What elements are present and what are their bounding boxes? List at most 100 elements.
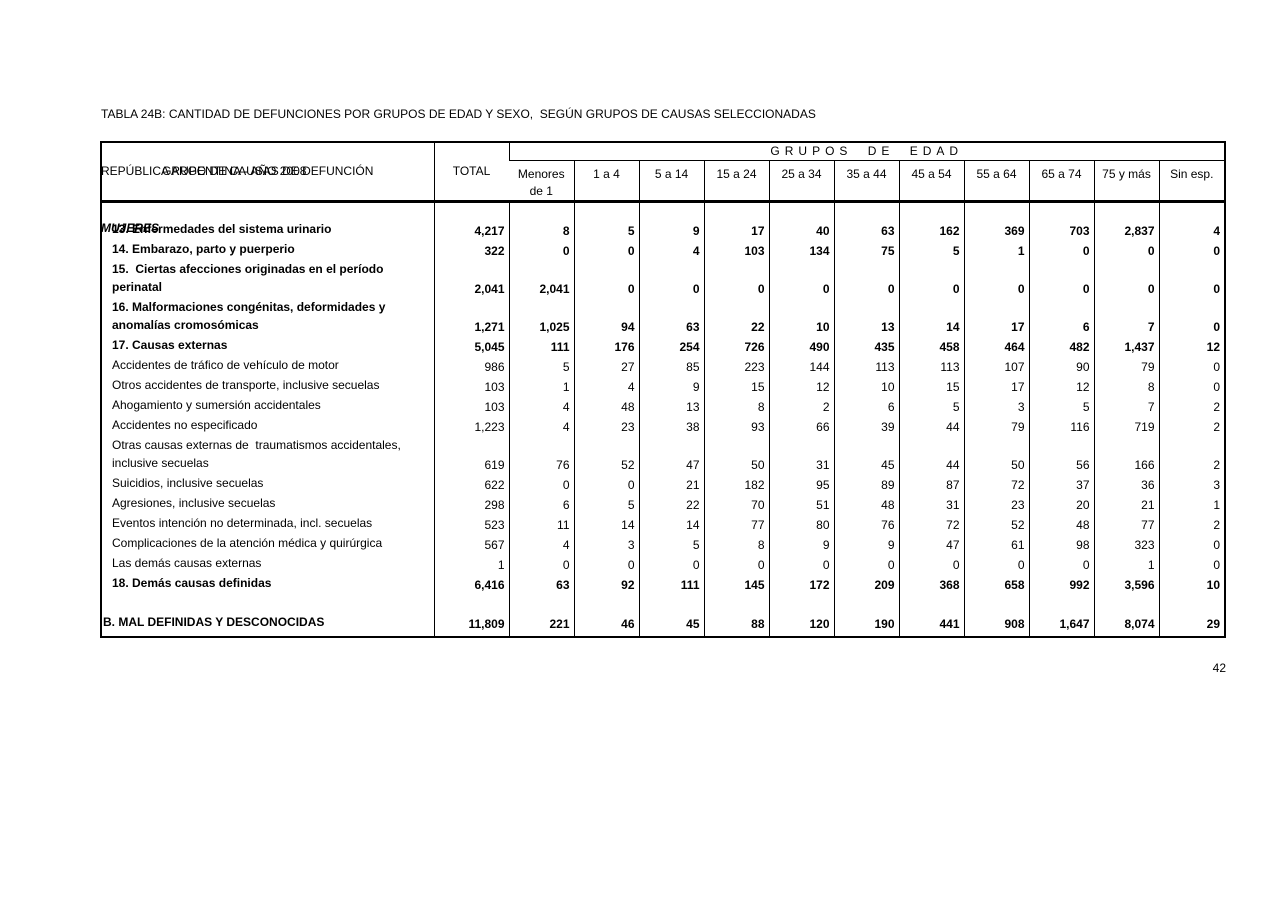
table-row: 13. Enfermedades del sistema urinario 4,2…	[101, 220, 1225, 240]
age-column-header: 35 a 44	[833, 160, 899, 203]
value-cell: 6	[1028, 298, 1094, 336]
value-cell: 46	[573, 613, 639, 633]
table-title: TABLA 24B: CANTIDAD DE DEFUNCIONES POR G…	[101, 107, 816, 121]
title-block: TABLA 24B: CANTIDAD DE DEFUNCIONES POR G…	[101, 67, 816, 276]
causes-column-header: GRUPO DE CAUSAS DE DEFUNCIÓN	[101, 142, 434, 203]
table-row: 16. Malformaciones congénitas, deformida…	[101, 298, 1225, 336]
value-cell: 1	[508, 376, 574, 396]
value-cell: 523	[433, 514, 509, 534]
total-column-header: TOTAL	[433, 142, 509, 203]
value-cell: 31	[898, 494, 964, 514]
value-cell: 0	[573, 240, 639, 260]
cause-label: 15. Ciertas afecciones originadas en el …	[112, 262, 384, 294]
value-cell: 1	[1093, 554, 1159, 574]
value-cell: 21	[638, 474, 704, 494]
value-cell: 7	[1093, 396, 1159, 416]
cause-label: Complicaciones de la atención médica y q…	[112, 536, 383, 550]
value-cell	[898, 594, 964, 613]
value-cell: 14	[638, 514, 704, 534]
spacer-row	[101, 201, 1225, 220]
table-row: Otras causas externas de traumatismos ac…	[101, 436, 1225, 474]
age-column-header: 45 a 54	[898, 160, 964, 203]
value-cell: 48	[1028, 514, 1094, 534]
table-row: B. MAL DEFINIDAS Y DESCONOCIDAS 11,809 221…	[101, 613, 1225, 633]
value-cell: 0	[1158, 356, 1225, 376]
value-cell: 1,271	[433, 298, 509, 336]
value-cell: 182	[703, 474, 769, 494]
value-cell: 0	[833, 554, 899, 574]
value-cell: 0	[898, 554, 964, 574]
value-cell: 13	[638, 396, 704, 416]
value-cell: 5	[573, 220, 639, 240]
value-cell	[1028, 594, 1094, 613]
value-cell: 94	[573, 298, 639, 336]
value-cell: 0	[1158, 554, 1225, 574]
value-cell: 95	[768, 474, 834, 494]
value-cell: 12	[1158, 336, 1225, 356]
value-cell	[833, 201, 899, 220]
value-cell	[1093, 594, 1159, 613]
value-cell: 0	[768, 260, 834, 298]
value-cell: 166	[1093, 436, 1159, 474]
value-cell: 190	[833, 613, 899, 633]
value-cell: 464	[963, 336, 1029, 356]
value-cell	[1158, 633, 1225, 637]
value-cell: 0	[1158, 260, 1225, 298]
value-cell	[1158, 201, 1225, 220]
filler-row	[101, 633, 1225, 637]
value-cell: 8	[703, 534, 769, 554]
value-cell: 0	[573, 260, 639, 298]
value-cell: 134	[768, 240, 834, 260]
value-cell: 75	[833, 240, 899, 260]
value-cell: 5	[898, 396, 964, 416]
value-cell: 56	[1028, 436, 1094, 474]
value-cell: 992	[1028, 574, 1094, 594]
spacer-row	[101, 594, 1225, 613]
value-cell: 63	[833, 220, 899, 240]
value-cell: 63	[508, 574, 574, 594]
value-cell: 223	[703, 356, 769, 376]
value-cell: 5	[1028, 396, 1094, 416]
value-cell: 21	[1093, 494, 1159, 514]
cause-label	[101, 633, 434, 637]
value-cell: 22	[703, 298, 769, 336]
value-cell: 5	[898, 240, 964, 260]
value-cell: 10	[833, 376, 899, 396]
value-cell: 61	[963, 534, 1029, 554]
value-cell: 85	[638, 356, 704, 376]
value-cell: 172	[768, 574, 834, 594]
header-row-groups: GRUPO DE CAUSAS DE DEFUNCIÓN TOTAL GRUPO…	[101, 142, 1225, 203]
value-cell: 0	[703, 260, 769, 298]
value-cell: 9	[768, 534, 834, 554]
value-cell: 14	[898, 298, 964, 336]
cause-label: Ahogamiento y sumersión accidentales	[112, 398, 321, 412]
value-cell: 986	[433, 356, 509, 376]
value-cell: 2,041	[433, 260, 509, 298]
value-cell: 10	[768, 298, 834, 336]
value-cell: 0	[703, 554, 769, 574]
value-cell: 0	[638, 554, 704, 574]
table-row: Agresiones, inclusive secuelas 298 6 5 22 70 5…	[101, 494, 1225, 514]
value-cell: 120	[768, 613, 834, 633]
value-cell: 80	[768, 514, 834, 534]
value-cell	[833, 633, 899, 637]
value-cell: 9	[638, 220, 704, 240]
age-column-header: Menores de 1	[509, 160, 574, 203]
cause-label: Accidentes de tráfico de vehículo de mot…	[112, 358, 339, 372]
value-cell	[508, 594, 574, 613]
value-cell: 0	[1158, 534, 1225, 554]
value-cell: 87	[898, 474, 964, 494]
value-cell	[898, 201, 964, 220]
value-cell: 29	[1158, 613, 1225, 633]
value-cell: 4	[638, 240, 704, 260]
value-cell: 619	[433, 436, 509, 474]
value-cell: 76	[833, 514, 899, 534]
value-cell: 176	[573, 336, 639, 356]
value-cell: 77	[703, 514, 769, 534]
value-cell	[963, 201, 1029, 220]
value-cell: 4	[508, 416, 574, 436]
value-cell: 2	[768, 396, 834, 416]
table-row: 18. Demás causas definidas 6,416 63 92 111 14…	[101, 574, 1225, 594]
value-cell: 8	[703, 396, 769, 416]
cause-label: Accidentes no especificado	[112, 418, 258, 432]
